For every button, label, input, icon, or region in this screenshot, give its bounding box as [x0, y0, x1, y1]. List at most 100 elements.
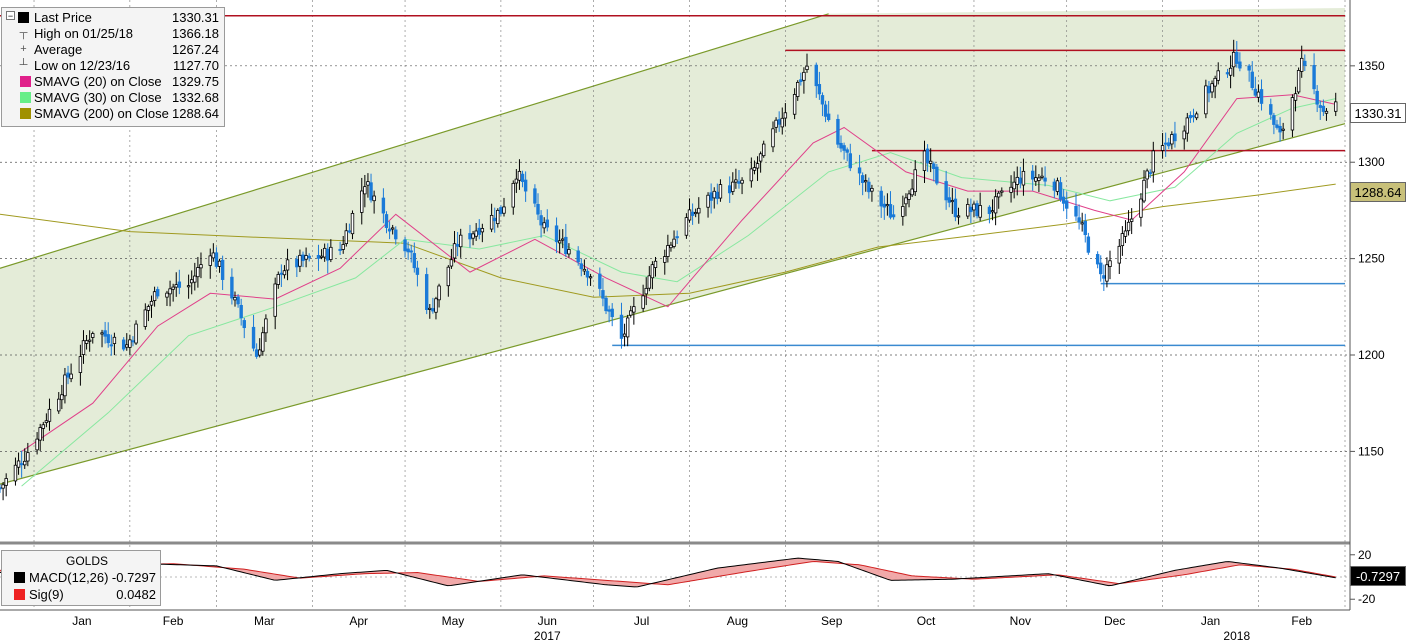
legend-value: 1288.64 — [172, 106, 219, 121]
candle-up — [749, 168, 754, 182]
candle-up — [57, 398, 61, 412]
candle-up — [1231, 51, 1236, 68]
candle-down — [576, 250, 580, 263]
candle-down — [987, 206, 992, 214]
candle-up — [38, 427, 42, 441]
month-label: Jan — [72, 614, 91, 628]
candle-down — [155, 289, 160, 297]
candle-down — [1043, 177, 1047, 182]
legend: − Last Price 1330.31 ┬ High on 01/25/18 … — [1, 7, 225, 127]
candle-up — [901, 206, 905, 217]
candle-up — [1117, 245, 1121, 264]
candle-up — [802, 71, 806, 81]
year-label: 2018 — [1223, 629, 1250, 642]
candle-up — [282, 270, 287, 276]
month-label: Feb — [163, 614, 184, 628]
candle-up — [91, 333, 95, 338]
candle-up — [366, 181, 370, 186]
month-label: Sep — [821, 614, 843, 628]
candle-up — [449, 259, 454, 267]
candle-up — [81, 340, 86, 355]
candle-up — [69, 373, 73, 380]
month-label: Aug — [727, 614, 748, 628]
candle-up — [63, 374, 67, 397]
candle-up — [762, 143, 766, 157]
month-label: Mar — [254, 614, 275, 628]
candle-down — [316, 255, 321, 259]
candle-up — [1182, 130, 1186, 140]
candle-up — [1015, 176, 1019, 185]
candle-down — [845, 149, 849, 153]
candle-down — [415, 267, 420, 275]
candle-down — [1191, 115, 1196, 118]
candle-up — [134, 323, 138, 344]
legend-label: SMAVG (30) on Close — [34, 90, 162, 105]
candle-down — [1148, 172, 1152, 175]
candle-down — [737, 181, 741, 184]
candle-down — [236, 296, 240, 305]
candle-up — [1160, 145, 1165, 151]
last-price-tag: 1330.31 — [1350, 103, 1406, 123]
candle-up — [446, 266, 451, 287]
month-label: Jun — [538, 614, 557, 628]
candle-up — [174, 284, 178, 288]
candle-up — [35, 438, 39, 451]
pink-square-icon — [20, 76, 31, 87]
candle-up — [273, 283, 277, 317]
candle-up — [904, 197, 908, 205]
candle-up — [390, 227, 395, 230]
candle-up — [666, 245, 670, 257]
candle-up — [1293, 93, 1298, 101]
candle-down — [1238, 61, 1242, 69]
candle-up — [41, 424, 45, 429]
candle-up — [1296, 70, 1301, 93]
candle-up — [1108, 260, 1112, 267]
candle-down — [690, 211, 695, 216]
candle-up — [474, 230, 478, 237]
candle-up — [496, 209, 500, 224]
candle-up — [514, 178, 519, 184]
candle-up — [459, 234, 463, 248]
candle-up — [261, 332, 265, 352]
macd-legend-row: MACD(12,26) -0.7297 — [2, 570, 160, 586]
candle-down — [1207, 85, 1211, 94]
candle-down — [412, 253, 417, 269]
red-square-icon — [14, 589, 25, 600]
candle-up — [350, 212, 355, 235]
candle-up — [517, 170, 522, 181]
candle-up — [669, 244, 673, 249]
candle-up — [285, 259, 290, 271]
candle-down — [820, 95, 825, 105]
candle-up — [1324, 110, 1329, 114]
candle-down — [431, 308, 435, 312]
macd-legend: GOLDS MACD(12,26) -0.7297 Sig(9) 0.0482 — [1, 550, 161, 606]
macd-value: -0.7297 — [111, 570, 156, 585]
candle-up — [16, 460, 21, 468]
legend-row-sma20: SMAVG (20) on Close 1329.75 — [2, 74, 224, 90]
candle-up — [625, 317, 630, 338]
candlesticks — [0, 39, 1338, 501]
candle-down — [848, 153, 852, 169]
candle-down — [230, 276, 234, 299]
candle-down — [1188, 115, 1193, 119]
candle-down — [579, 263, 583, 270]
collapse-icon[interactable]: − — [6, 11, 15, 21]
candle-up — [632, 306, 636, 313]
candle-up — [171, 286, 175, 290]
candle-up — [1126, 221, 1131, 232]
candle-up — [864, 180, 868, 183]
legend-row-high: ┬ High on 01/25/18 1366.18 — [2, 26, 224, 42]
candle-up — [1170, 134, 1174, 145]
candle-down — [1052, 181, 1057, 191]
candle-up — [1300, 57, 1304, 72]
candle-up — [734, 179, 738, 183]
candle-up — [100, 332, 104, 335]
candle-down — [242, 320, 246, 329]
candle-up — [471, 233, 475, 239]
sma30-line — [21, 98, 1336, 487]
candle-up — [712, 190, 716, 199]
month-label: May — [442, 614, 465, 628]
candle-up — [922, 150, 927, 171]
legend-value: 1127.70 — [172, 58, 219, 73]
candle-up — [363, 186, 367, 195]
